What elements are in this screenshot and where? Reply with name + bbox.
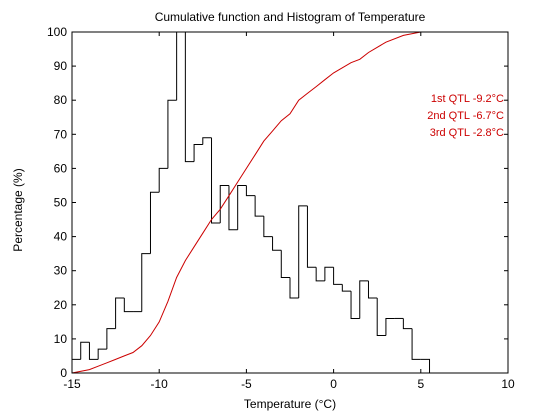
histogram-bin xyxy=(80,341,90,360)
histogram-bin xyxy=(228,185,238,231)
histogram-bin xyxy=(88,342,99,360)
x-axis-label: Temperature (°C) xyxy=(243,397,337,411)
histogram-bin xyxy=(149,191,160,254)
histogram-bin xyxy=(306,205,317,268)
histogram-bin xyxy=(367,280,378,299)
x-tick-label: -10 xyxy=(151,377,169,391)
first-quartile-annotation: 1st QTL -9.2°C xyxy=(430,93,504,105)
histogram-bin xyxy=(245,185,256,197)
cumulative-line xyxy=(71,31,508,374)
x-axis-ticks: -15 -10 -5 0 5 10 xyxy=(63,32,515,391)
histogram-bin xyxy=(123,297,134,313)
histogram-bin xyxy=(289,277,299,299)
histogram-bin xyxy=(263,216,273,238)
histogram-bin xyxy=(115,297,125,329)
x-tick-label: 5 xyxy=(417,377,424,391)
histogram-bin xyxy=(193,144,203,162)
chart-title: Cumulative function and Histogram of Tem… xyxy=(154,10,426,24)
histogram-bin xyxy=(254,195,264,217)
histogram-bin xyxy=(411,328,421,360)
histogram-bin xyxy=(141,253,151,312)
y-tick-label: 60 xyxy=(54,161,68,175)
histogram-bin xyxy=(350,291,360,319)
y-tick-label: 70 xyxy=(54,127,68,141)
second-quartile-annotation: 2nd QTL -6.7°C xyxy=(427,110,504,122)
histogram-bin xyxy=(106,328,116,350)
y-tick-label: 90 xyxy=(54,59,68,73)
y-tick-label: 20 xyxy=(54,298,68,312)
y-tick-label: 30 xyxy=(54,264,68,278)
y-tick-label: 100 xyxy=(47,25,67,39)
histogram-bin xyxy=(341,284,352,292)
x-tick-label: 0 xyxy=(330,377,337,391)
histogram-bin xyxy=(184,32,195,163)
histogram-bin xyxy=(315,267,325,282)
histogram-bin xyxy=(97,348,107,360)
y-tick-label: 40 xyxy=(54,230,68,244)
histogram-bin xyxy=(158,167,168,193)
cumulative-series xyxy=(71,31,508,374)
histogram-bin xyxy=(202,137,212,145)
y-tick-label: 10 xyxy=(54,332,68,346)
x-tick-label: -15 xyxy=(63,377,81,391)
x-tick-label: 10 xyxy=(501,377,515,391)
y-tick-label: 50 xyxy=(54,196,68,210)
histogram-bin xyxy=(272,236,282,251)
y-tick-label: 80 xyxy=(54,93,68,107)
histogram-bin xyxy=(167,99,177,169)
histogram-bin xyxy=(280,250,290,279)
histogram-bin xyxy=(298,205,308,298)
x-tick-label: -5 xyxy=(241,377,252,391)
histogram-bin xyxy=(385,317,395,336)
histogram-bin xyxy=(402,318,413,330)
histogram-bin xyxy=(211,137,221,224)
y-axis-ticks: 0 10 20 30 40 50 60 70 80 90 100 xyxy=(47,25,508,380)
histogram-bin xyxy=(376,297,386,336)
histogram-bin xyxy=(324,266,334,281)
histogram-bin xyxy=(237,184,247,230)
y-axis-label: Percentage (%) xyxy=(11,168,25,252)
histogram-bin xyxy=(359,280,369,319)
histogram-bin xyxy=(333,267,343,285)
y-tick-label: 0 xyxy=(60,366,67,380)
plot-area xyxy=(72,32,508,373)
third-quartile-annotation: 3rd QTL -2.8°C xyxy=(429,127,504,139)
histogram-bin xyxy=(219,184,229,223)
histogram-bin xyxy=(420,358,431,373)
